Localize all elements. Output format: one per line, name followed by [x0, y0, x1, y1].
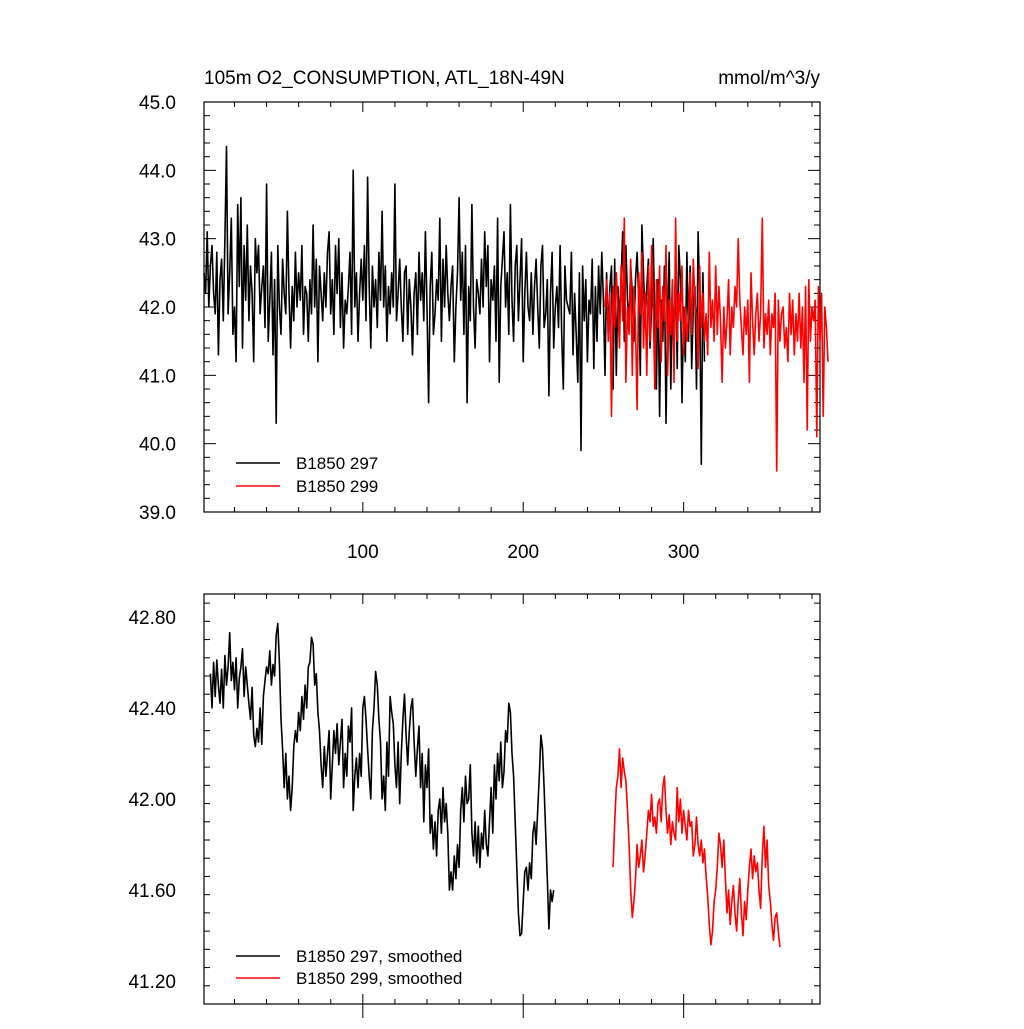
series-line-b1850-297-smoothed [209, 622, 555, 937]
y-tick-label: 42.80 [128, 608, 176, 629]
legend-label: B1850 299, smoothed [296, 969, 462, 988]
y-tick-label: 42.00 [128, 790, 176, 811]
y-tick-label: 41.0 [139, 366, 176, 387]
y-tick-label: 40.0 [139, 435, 176, 456]
y-tick-label: 44.0 [139, 161, 176, 182]
y-tick-label: 41.60 [128, 881, 176, 902]
y-tick-label: 42.40 [128, 699, 176, 720]
series-line-b1850-299-smoothed [612, 748, 781, 948]
series-line-b1850-299 [604, 217, 829, 472]
legend-label: B1850 299 [296, 477, 378, 496]
legend-label: B1850 297 [296, 454, 378, 473]
x-tick-label: 300 [668, 542, 700, 563]
legend-label: B1850 297, smoothed [296, 947, 462, 966]
x-tick-label: 200 [507, 542, 539, 563]
plot-frame-1 [203, 593, 821, 1005]
x-tick-label: 100 [347, 542, 379, 563]
chart-units: mmol/m^3/y [718, 68, 820, 89]
chart-title: 105m O2_CONSUMPTION, ATL_18N-49N [204, 68, 565, 89]
y-tick-label: 43.0 [139, 230, 176, 251]
y-tick-label: 39.0 [139, 503, 176, 524]
y-tick-label: 42.0 [139, 298, 176, 319]
y-tick-label: 41.20 [128, 972, 176, 993]
y-tick-label: 45.0 [139, 93, 176, 114]
